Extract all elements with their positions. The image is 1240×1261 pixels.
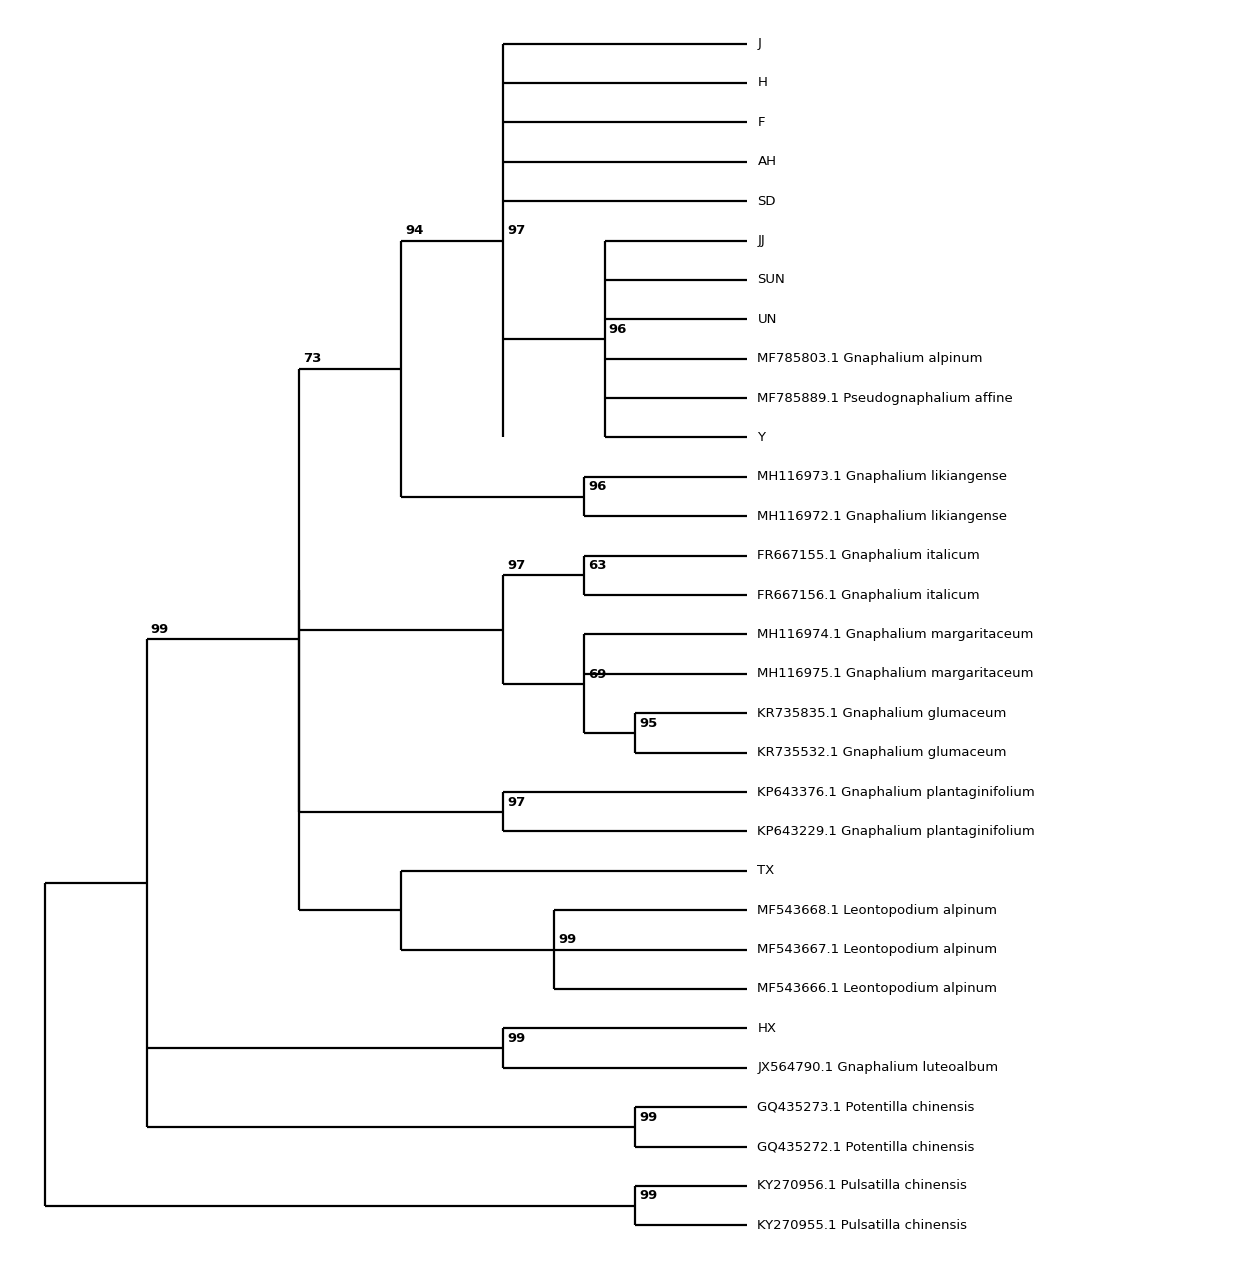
Text: 99: 99: [151, 623, 169, 637]
Text: J: J: [758, 37, 761, 50]
Text: KP643376.1 Gnaphalium plantaginifolium: KP643376.1 Gnaphalium plantaginifolium: [758, 786, 1035, 798]
Text: SD: SD: [758, 194, 776, 208]
Text: 69: 69: [589, 667, 606, 681]
Text: AH: AH: [758, 155, 776, 168]
Text: 96: 96: [589, 480, 606, 493]
Text: 94: 94: [405, 224, 424, 237]
Text: 95: 95: [640, 716, 657, 730]
Text: MH116972.1 Gnaphalium likiangense: MH116972.1 Gnaphalium likiangense: [758, 509, 1007, 523]
Text: MF543668.1 Leontopodium alpinum: MF543668.1 Leontopodium alpinum: [758, 904, 997, 917]
Text: 97: 97: [507, 559, 526, 572]
Text: TX: TX: [758, 864, 775, 878]
Text: MF543667.1 Leontopodium alpinum: MF543667.1 Leontopodium alpinum: [758, 943, 997, 956]
Text: 97: 97: [507, 224, 526, 237]
Text: MH116975.1 Gnaphalium margaritaceum: MH116975.1 Gnaphalium margaritaceum: [758, 667, 1034, 681]
Text: KR735835.1 Gnaphalium glumaceum: KR735835.1 Gnaphalium glumaceum: [758, 706, 1007, 720]
Text: FR667156.1 Gnaphalium italicum: FR667156.1 Gnaphalium italicum: [758, 589, 980, 601]
Text: F: F: [758, 116, 765, 129]
Text: MF785803.1 Gnaphalium alpinum: MF785803.1 Gnaphalium alpinum: [758, 352, 983, 366]
Text: 73: 73: [304, 352, 322, 366]
Text: MF543666.1 Leontopodium alpinum: MF543666.1 Leontopodium alpinum: [758, 982, 997, 995]
Text: 99: 99: [640, 1189, 657, 1203]
Text: UN: UN: [758, 313, 776, 325]
Text: Y: Y: [758, 431, 765, 444]
Text: 97: 97: [507, 796, 526, 808]
Text: KY270955.1 Pulsatilla chinensis: KY270955.1 Pulsatilla chinensis: [758, 1219, 967, 1232]
Text: MF785889.1 Pseudognaphalium affine: MF785889.1 Pseudognaphalium affine: [758, 392, 1013, 405]
Text: H: H: [758, 77, 768, 90]
Text: MH116973.1 Gnaphalium likiangense: MH116973.1 Gnaphalium likiangense: [758, 470, 1007, 483]
Text: 99: 99: [558, 933, 577, 947]
Text: 96: 96: [609, 323, 627, 335]
Text: GQ435273.1 Potentilla chinensis: GQ435273.1 Potentilla chinensis: [758, 1101, 975, 1113]
Text: SUN: SUN: [758, 274, 785, 286]
Text: 99: 99: [640, 1111, 657, 1124]
Text: MH116974.1 Gnaphalium margaritaceum: MH116974.1 Gnaphalium margaritaceum: [758, 628, 1034, 641]
Text: 63: 63: [589, 559, 606, 572]
Text: 99: 99: [507, 1031, 526, 1045]
Text: KP643229.1 Gnaphalium plantaginifolium: KP643229.1 Gnaphalium plantaginifolium: [758, 825, 1035, 837]
Text: KY270956.1 Pulsatilla chinensis: KY270956.1 Pulsatilla chinensis: [758, 1179, 967, 1193]
Text: FR667155.1 Gnaphalium italicum: FR667155.1 Gnaphalium italicum: [758, 549, 980, 562]
Text: HX: HX: [758, 1021, 776, 1035]
Text: JX564790.1 Gnaphalium luteoalbum: JX564790.1 Gnaphalium luteoalbum: [758, 1062, 998, 1074]
Text: KR735532.1 Gnaphalium glumaceum: KR735532.1 Gnaphalium glumaceum: [758, 747, 1007, 759]
Text: JJ: JJ: [758, 235, 765, 247]
Text: GQ435272.1 Potentilla chinensis: GQ435272.1 Potentilla chinensis: [758, 1140, 975, 1153]
